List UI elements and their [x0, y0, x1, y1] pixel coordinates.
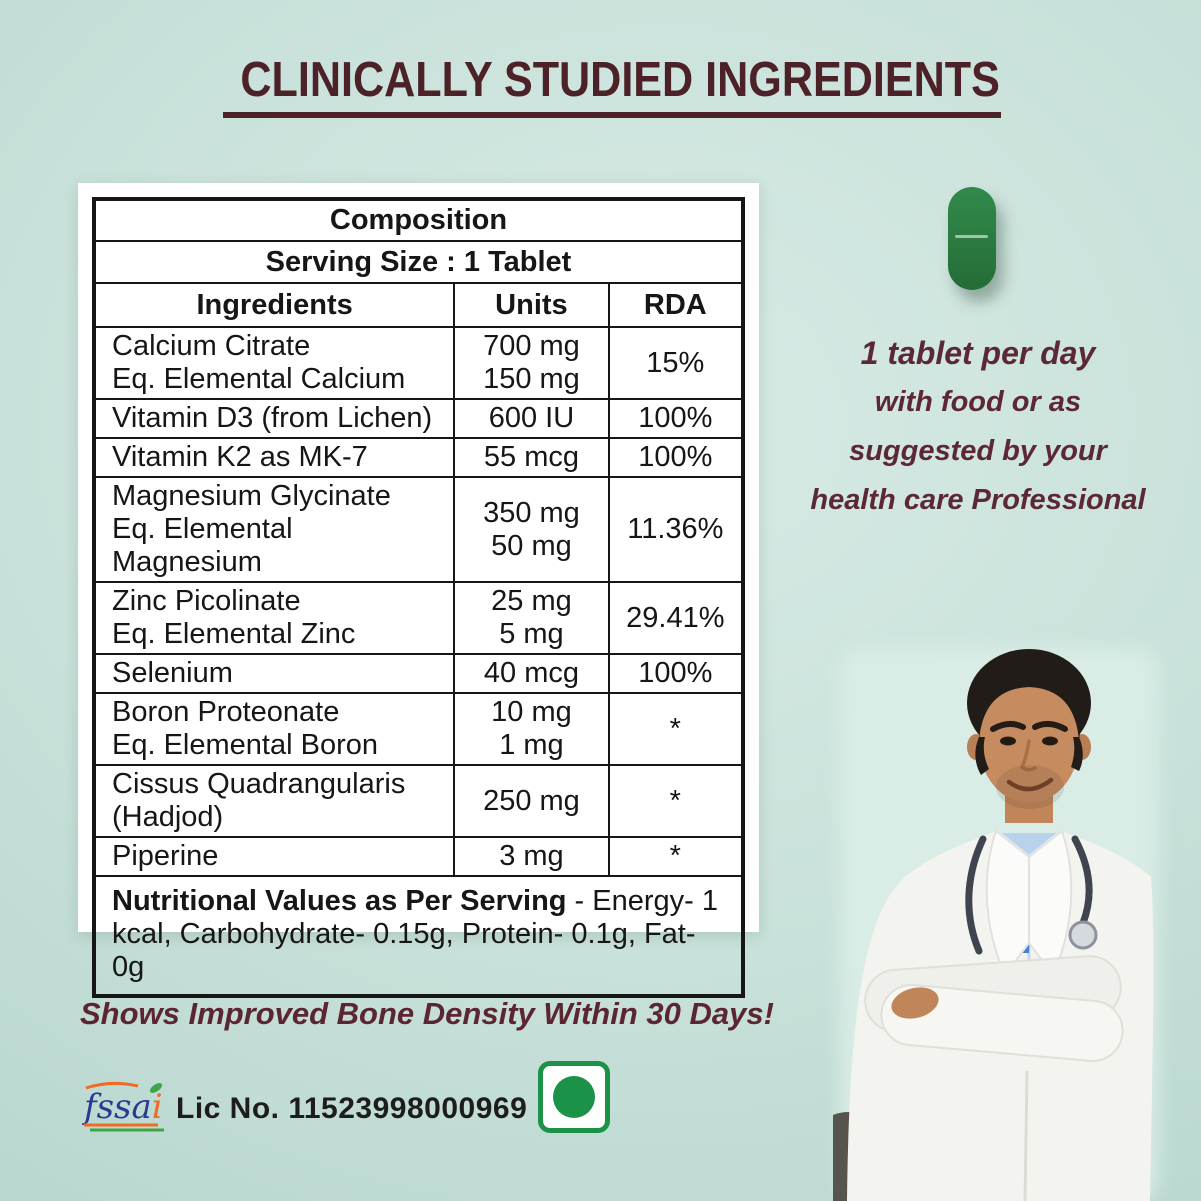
table-row: Magnesium Glycinate Eq. Elemental Magnesi…	[92, 476, 745, 583]
veg-mark-icon	[538, 1061, 610, 1133]
table-row: Boron Proteonate Eq. Elemental Boron 10 m…	[92, 692, 745, 766]
units-value: 350 mg	[483, 496, 580, 529]
dosage-instructions: 1 tablet per day with food or as suggest…	[792, 328, 1164, 525]
tablet-capsule-icon	[948, 187, 996, 290]
table-row: Zinc Picolinate Eq. Elemental Zinc 25 mg 5…	[92, 581, 745, 655]
table-row: Vitamin D3 (from Lichen) 600 IU 100%	[92, 398, 745, 439]
fssai-logo: fssai	[82, 1081, 164, 1132]
ingredient-name: Zinc Picolinate	[112, 585, 301, 617]
units-value: 40 mcg	[453, 653, 610, 694]
units-subvalue: 1 mg	[499, 729, 564, 761]
rda-value: 100%	[607, 437, 745, 478]
ingredient-subname: (Hadjod)	[112, 801, 224, 833]
rda-value: 100%	[607, 398, 745, 439]
ingredient-name: Vitamin D3 (from Lichen)	[112, 402, 433, 434]
units-subvalue: 150 mg	[483, 363, 580, 395]
serving-size: Serving Size : 1 Tablet	[93, 240, 744, 284]
units-subvalue: 50 mg	[491, 529, 572, 562]
units-value: 3 mg	[453, 836, 610, 877]
rda-value: 29.41%	[607, 581, 745, 655]
ingredient-name: Magnesium Glycinate	[112, 480, 391, 512]
dosage-line: suggested by your	[849, 435, 1107, 467]
doctor-photo	[833, 649, 1154, 1201]
page-title: CLINICALLY STUDIED INGREDIENTS	[240, 53, 1000, 107]
table-row: Selenium 40 mcg 100%	[92, 653, 745, 694]
units-value: 25 mg	[491, 585, 572, 617]
table-row: Cissus Quadrangularis (Hadjod) 250 mg *	[92, 764, 745, 838]
svg-text:fssai: fssai	[82, 1087, 163, 1127]
license-number: Lic No. 11523998000969	[176, 1092, 528, 1125]
rda-value: *	[607, 764, 745, 838]
table-row: Piperine 3 mg *	[92, 836, 745, 877]
units-value: 700 mg	[483, 330, 580, 362]
units-value: 600 IU	[453, 398, 610, 439]
units-value: 55 mcg	[453, 437, 610, 478]
ingredient-subname: Eq. Elemental Magnesium	[112, 513, 293, 578]
ingredient-name: Boron Proteonate	[112, 696, 340, 728]
ingredient-name: Cissus Quadrangularis	[112, 768, 406, 800]
col-header-ingredients: Ingredients	[92, 282, 456, 328]
rda-value: 15%	[607, 326, 745, 400]
rda-value: *	[607, 836, 745, 877]
claim-text: Shows Improved Bone Density Within 30 Da…	[80, 996, 774, 1031]
composition-card: Composition Serving Size : 1 Tablet Ingr…	[78, 183, 759, 998]
ingredient-name: Vitamin K2 as MK-7	[112, 441, 368, 473]
table-caption: Composition	[93, 198, 744, 242]
ingredient-name: Calcium Citrate	[112, 330, 311, 362]
veg-mark-dot	[553, 1076, 595, 1118]
ingredient-subname: Eq. Elemental Calcium	[112, 363, 406, 395]
ingredient-subname: Eq. Elemental Zinc	[112, 618, 356, 650]
title-underline	[223, 112, 1001, 118]
composition-table: Composition Serving Size : 1 Tablet Ingr…	[92, 197, 745, 998]
dosage-line: 1 tablet per day	[860, 335, 1096, 371]
ingredient-name: Piperine	[112, 840, 219, 872]
capsule-score-line	[955, 235, 988, 238]
table-row: Vitamin K2 as MK-7 55 mcg 100%	[92, 437, 745, 478]
units-value: 10 mg	[491, 696, 572, 728]
units-value: 250 mg	[453, 764, 610, 838]
table-row: Calcium Citrate Eq. Elemental Calcium 700…	[92, 326, 745, 400]
col-header-units: Units	[453, 282, 610, 328]
dosage-line: with food or as	[874, 386, 1082, 418]
units-subvalue: 5 mg	[499, 618, 564, 650]
ingredient-subname: Eq. Elemental Boron	[112, 729, 378, 761]
ingredient-name: Selenium	[112, 657, 233, 689]
rda-value: 11.36%	[607, 476, 745, 583]
nutritional-values-text: - Energy- 1 kcal, Carbohydrate- 0.15g, P…	[112, 885, 718, 983]
dosage-line: health care Professional	[810, 484, 1146, 516]
col-header-rda: RDA	[607, 282, 745, 328]
rda-value: 100%	[607, 653, 745, 694]
rda-value: *	[607, 692, 745, 766]
nutritional-values-label: Nutritional Values as Per Serving	[112, 885, 567, 917]
